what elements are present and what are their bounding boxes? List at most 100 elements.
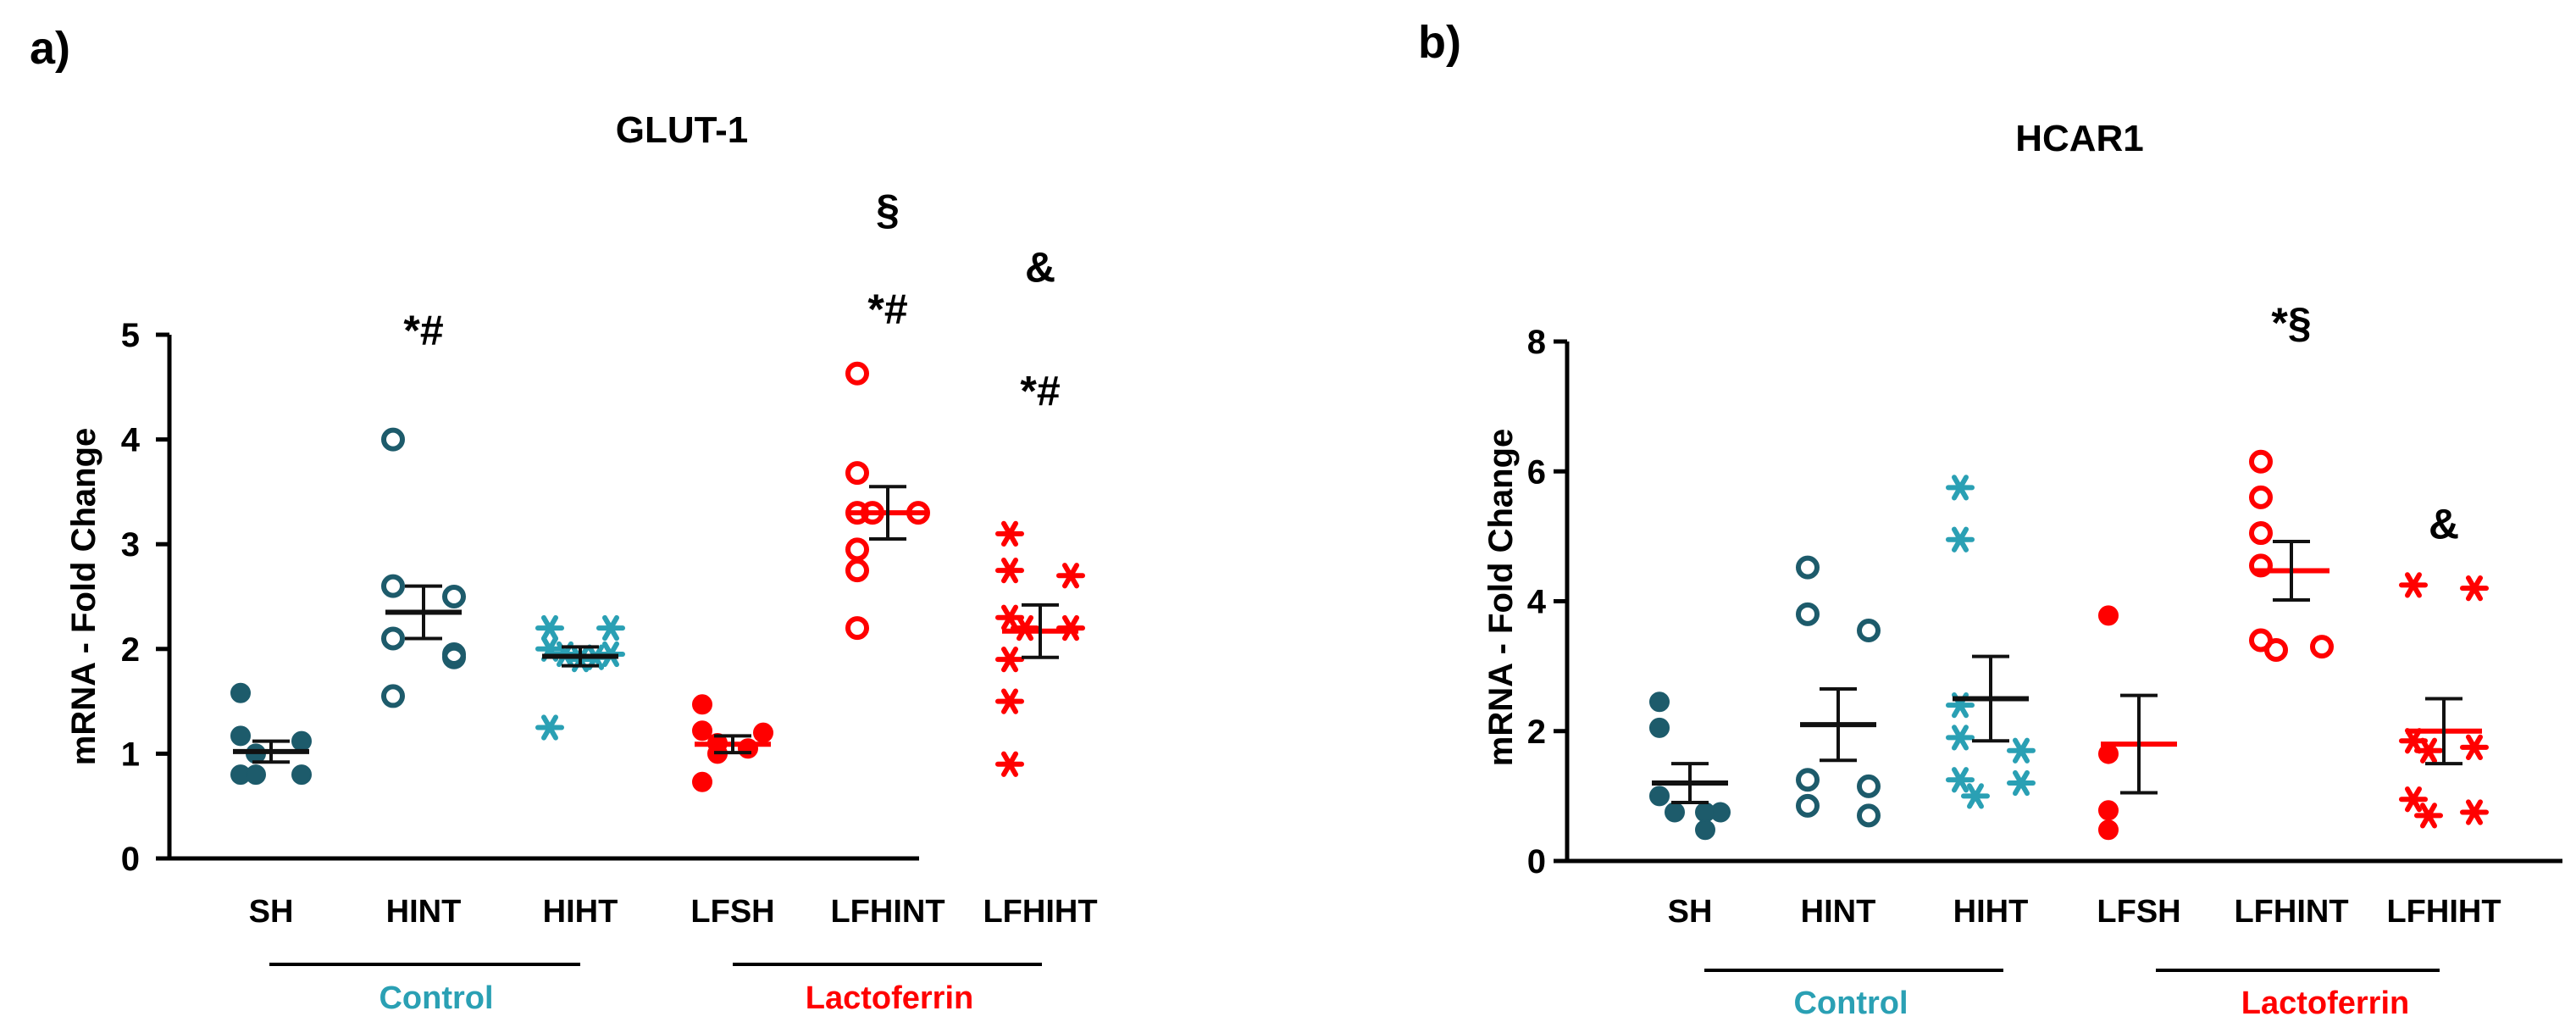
series-lfsh [2098,605,2177,841]
data-point [1857,803,1881,828]
series-hint [381,427,466,708]
series-sh [230,682,312,786]
data-point [381,684,405,708]
data-point [230,682,251,703]
asterisk-stroke [1017,614,1033,641]
data-point [2098,605,2119,626]
series-lfhint [2249,449,2334,662]
x-tick-label: LFSH [2097,894,2180,930]
asterisk-stroke [1001,557,1018,584]
data-point [1796,768,1820,792]
x-tick-label: LFSH [690,894,774,930]
series-lfhiht [995,520,1085,777]
data-point [845,361,869,386]
data-point [1056,614,1085,641]
group-label: Control [379,980,493,1016]
data-point [845,461,869,486]
asterisk-stroke [1001,520,1018,547]
chart-title: GLUT-1 [616,109,748,151]
y-tick-label: 6 [1527,453,1546,491]
asterisk-stroke [2405,728,2422,754]
group-label: Lactoferrin [806,980,973,1016]
asterisk-stroke [1062,563,1079,589]
y-axis-label: mRNA - Fold Change [1482,429,1520,767]
data-point [291,764,312,786]
data-point [2098,800,2119,821]
series-hiht [535,614,625,741]
y-tick-label: 0 [121,841,140,878]
data-point [995,647,1024,673]
data-point [291,730,312,752]
significance-mark: *# [1020,368,1060,415]
asterisk-stroke [1967,783,1984,809]
y-tick-label: 5 [121,317,140,354]
data-point [1649,786,1670,807]
x-tick-label: HINT [1801,894,1876,930]
panel-label: a) [30,23,70,74]
data-point [995,751,1024,777]
data-point [2264,637,2288,662]
y-tick-label: 8 [1527,324,1546,361]
y-tick-label: 4 [121,422,141,459]
significance-mark: & [1025,244,1055,292]
asterisk-stroke [2013,737,2030,764]
asterisk-stroke [1952,725,1969,751]
series-lfhiht [2399,572,2489,829]
asterisk-stroke [541,614,558,641]
data-point [2007,769,2036,797]
asterisk-stroke [1001,647,1018,673]
data-point [246,764,266,786]
series-lfhint [845,361,930,641]
chart-panel-2: b) HCAR1 mRNA - Fold Change 0 2 4 6 8 SH HINT HIHT… [1418,17,2562,1021]
y-tick-label: 1 [121,736,140,773]
data-point [1946,526,1975,553]
asterisk-stroke [2013,769,2030,797]
data-point [2249,485,2273,509]
data-point [596,614,625,641]
asterisk-stroke [2420,737,2437,764]
chart-panel-1: a) GLUT-1 mRNA - Fold Change 0 1 2 3 4 5 SH HINT HI… [30,23,1098,1016]
data-point [1946,475,1975,501]
significance-mark: & [2429,501,2459,548]
data-point [995,520,1024,547]
data-point [845,537,869,562]
asterisk-stroke [1062,614,1079,641]
x-tick-label: SH [1668,894,1713,930]
data-point [2460,575,2489,602]
asterisk-stroke [602,614,619,641]
data-point [2399,786,2428,813]
x-tick-label: HIHT [543,894,618,930]
data-point [1695,802,1715,823]
x-tick-label: LFHIHT [2386,894,2501,930]
data-point [1011,614,1039,641]
significance-mark: *# [403,307,443,354]
data-point [995,688,1024,714]
chart-title: HCAR1 [2015,118,2144,159]
data-point [1796,555,1820,580]
asterisk-stroke [1001,604,1018,630]
panel-label: b) [1418,17,1461,68]
series-sh [1649,691,1731,841]
group-label: Control [1793,986,1908,1021]
series-lfsh [692,694,773,792]
asterisk-stroke [2466,575,2483,602]
asterisk-stroke [2420,803,2437,829]
data-point [1946,767,1975,793]
asterisk-stroke [2466,734,2483,761]
data-point [381,626,405,651]
asterisk-stroke [1952,475,1969,501]
data-point [1946,725,1975,751]
x-tick-label: LFHINT [830,894,945,930]
data-point [2399,572,2428,598]
y-tick-label: 4 [1527,584,1547,621]
y-tick-label: 3 [121,526,140,564]
data-point [753,722,773,743]
data-point [995,557,1024,584]
data-point [230,725,251,747]
asterisk-stroke [1952,526,1969,553]
asterisk-stroke [541,714,558,741]
data-point [845,558,869,583]
significance-mark: § [876,186,900,234]
data-point [2007,737,2036,764]
